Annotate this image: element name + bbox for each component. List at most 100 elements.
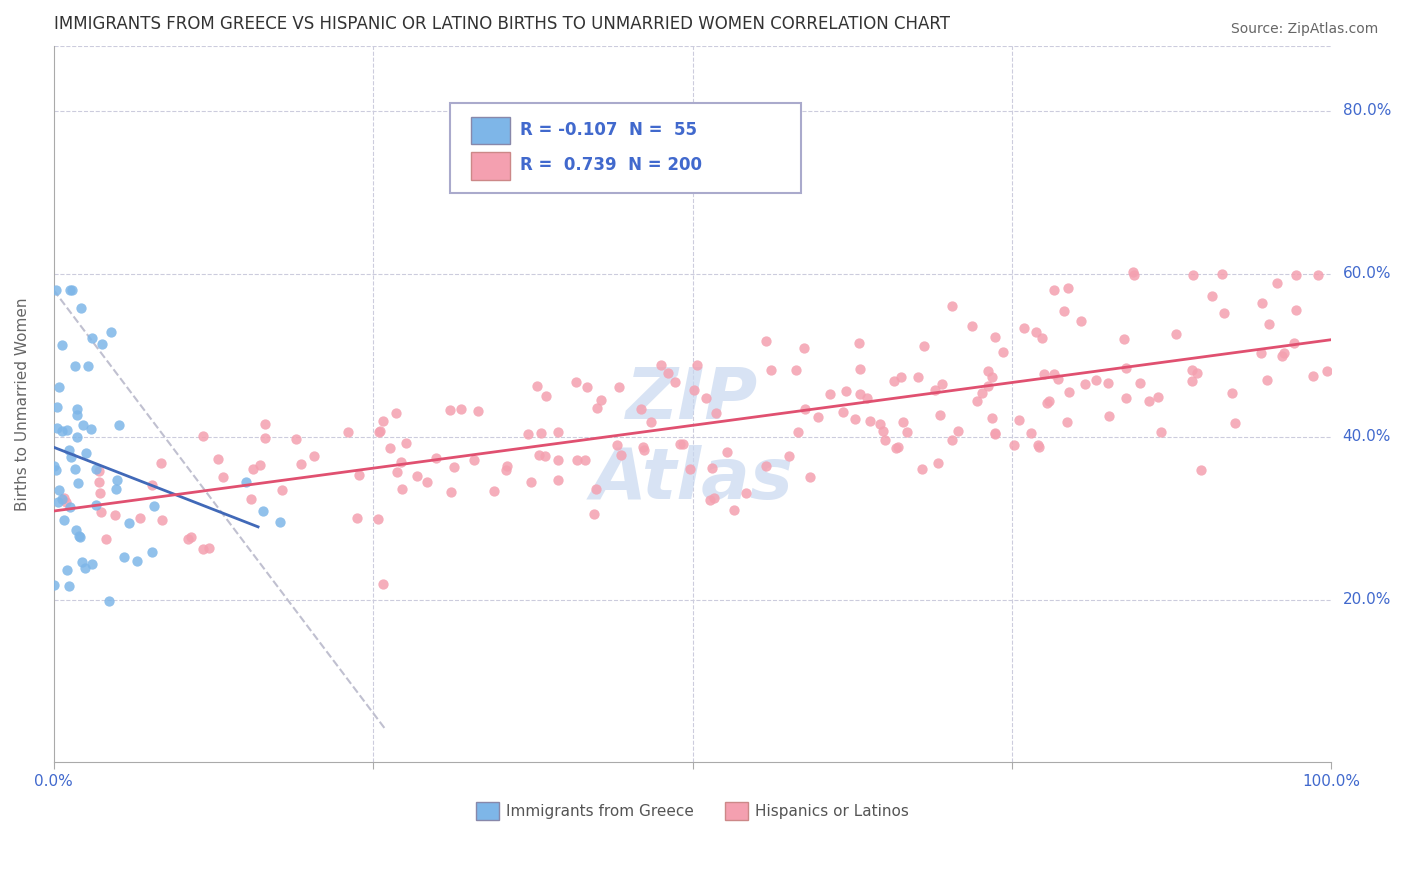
Point xyxy=(526,378,548,392)
Point xyxy=(118,516,141,531)
Point xyxy=(976,364,998,378)
Text: ZIP
Atlas: ZIP Atlas xyxy=(591,366,794,515)
Point xyxy=(589,392,612,407)
Point xyxy=(53,513,76,527)
Point xyxy=(84,498,107,512)
Point xyxy=(793,341,815,355)
Point xyxy=(1181,374,1204,388)
Point xyxy=(1271,349,1294,363)
Point xyxy=(683,383,706,397)
Point xyxy=(883,374,905,388)
Point xyxy=(966,393,988,408)
Point xyxy=(630,402,652,417)
Point xyxy=(983,426,1005,441)
Point xyxy=(371,414,394,428)
Text: IMMIGRANTS FROM GREECE VS HISPANIC OR LATINO BIRTHS TO UNMARRIED WOMEN CORRELATI: IMMIGRANTS FROM GREECE VS HISPANIC OR LA… xyxy=(53,15,949,33)
Point xyxy=(46,494,69,508)
Point xyxy=(373,577,395,591)
Point xyxy=(1115,391,1137,405)
Point xyxy=(1223,416,1246,430)
Text: R =  0.739  N = 200: R = 0.739 N = 200 xyxy=(520,156,702,174)
Point xyxy=(75,560,97,574)
Point xyxy=(55,563,77,577)
Text: 20.0%: 20.0% xyxy=(1343,592,1391,607)
Point xyxy=(51,492,73,507)
Point xyxy=(610,448,633,462)
Point xyxy=(980,411,1002,425)
Point xyxy=(875,433,897,447)
Point xyxy=(1250,346,1272,360)
Point xyxy=(1053,304,1076,318)
Point xyxy=(104,508,127,522)
Point xyxy=(948,424,970,438)
Point xyxy=(735,486,758,500)
Point xyxy=(807,410,830,425)
Point xyxy=(207,452,229,467)
Point xyxy=(848,335,870,350)
Point xyxy=(191,429,214,443)
Point xyxy=(467,404,489,418)
Point xyxy=(1211,267,1233,281)
Point xyxy=(755,334,778,349)
Point xyxy=(1181,363,1204,377)
Point xyxy=(1316,364,1339,378)
Point xyxy=(290,457,312,471)
Point xyxy=(679,461,702,475)
Point xyxy=(52,491,75,505)
Point xyxy=(1098,409,1121,423)
Point xyxy=(141,478,163,492)
Point xyxy=(380,442,402,456)
Point xyxy=(82,557,104,571)
Point xyxy=(1114,332,1136,346)
Point xyxy=(1070,314,1092,328)
Point xyxy=(1285,268,1308,282)
Point xyxy=(242,462,264,476)
Point xyxy=(212,469,235,483)
Point xyxy=(983,330,1005,344)
Point xyxy=(463,453,485,467)
Point xyxy=(941,299,963,313)
Point xyxy=(984,425,1007,440)
Point xyxy=(582,507,605,521)
Point xyxy=(51,338,73,352)
Point xyxy=(907,370,929,384)
Point xyxy=(82,331,104,345)
Point xyxy=(254,417,277,431)
Point xyxy=(1306,268,1329,282)
Point xyxy=(1129,376,1152,391)
Point xyxy=(252,504,274,518)
Point xyxy=(1097,376,1119,391)
Point xyxy=(960,318,983,333)
Point xyxy=(46,400,69,414)
Point xyxy=(778,450,800,464)
Point xyxy=(105,482,128,496)
Point xyxy=(425,450,447,465)
Point xyxy=(495,462,517,476)
Point xyxy=(1265,276,1288,290)
Point xyxy=(1031,331,1053,345)
Point xyxy=(94,532,117,546)
Legend: Immigrants from Greece, Hispanics or Latinos: Immigrants from Greece, Hispanics or Lat… xyxy=(470,796,915,827)
Point xyxy=(48,380,70,394)
Point xyxy=(67,529,90,543)
Point xyxy=(534,389,557,403)
Point xyxy=(285,432,308,446)
Point xyxy=(90,505,112,519)
Point xyxy=(58,579,80,593)
Text: 60.0%: 60.0% xyxy=(1343,266,1391,281)
Point xyxy=(1122,268,1144,283)
Text: Source: ZipAtlas.com: Source: ZipAtlas.com xyxy=(1230,22,1378,37)
Point xyxy=(269,515,291,529)
Point xyxy=(716,444,738,458)
Point xyxy=(385,465,408,479)
Point xyxy=(89,464,111,478)
Point xyxy=(395,435,418,450)
Point xyxy=(704,406,727,420)
Point xyxy=(1002,437,1025,451)
Point xyxy=(1250,296,1272,310)
Point xyxy=(496,458,519,473)
Point xyxy=(527,448,550,462)
Point xyxy=(125,554,148,568)
Point xyxy=(56,423,79,437)
Point xyxy=(1256,372,1278,386)
